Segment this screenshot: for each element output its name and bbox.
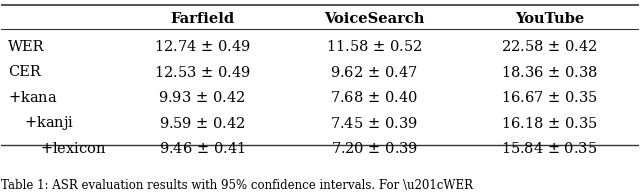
Text: 7.20 $\pm$ 0.39: 7.20 $\pm$ 0.39 [330,141,418,156]
Text: 12.74 $\pm$ 0.49: 12.74 $\pm$ 0.49 [154,39,251,54]
Text: 18.36 $\pm$ 0.38: 18.36 $\pm$ 0.38 [501,65,598,80]
Text: 16.67 $\pm$ 0.35: 16.67 $\pm$ 0.35 [501,90,598,105]
Text: 9.93 $\pm$ 0.42: 9.93 $\pm$ 0.42 [159,90,246,105]
Text: $+$lexicon: $+$lexicon [40,141,106,156]
Text: $+$kana: $+$kana [8,90,58,105]
Text: Farfield: Farfield [170,12,234,26]
Text: 7.45 $\pm$ 0.39: 7.45 $\pm$ 0.39 [330,116,418,131]
Text: VoiceSearch: VoiceSearch [324,12,424,26]
Text: 16.18 $\pm$ 0.35: 16.18 $\pm$ 0.35 [501,116,598,131]
Text: 11.58 $\pm$ 0.52: 11.58 $\pm$ 0.52 [326,39,422,54]
Text: WER: WER [8,40,44,53]
Text: 12.53 $\pm$ 0.49: 12.53 $\pm$ 0.49 [154,65,251,80]
Text: 9.59 $\pm$ 0.42: 9.59 $\pm$ 0.42 [159,116,246,131]
Text: $+$kanji: $+$kanji [24,114,74,132]
Text: 15.84 $\pm$ 0.35: 15.84 $\pm$ 0.35 [501,141,598,156]
Text: 7.68 $\pm$ 0.40: 7.68 $\pm$ 0.40 [330,90,418,105]
Text: CER: CER [8,65,40,79]
Text: 9.46 $\pm$ 0.41: 9.46 $\pm$ 0.41 [159,141,245,156]
Text: YouTube: YouTube [515,12,584,26]
Text: 22.58 $\pm$ 0.42: 22.58 $\pm$ 0.42 [501,39,598,54]
Text: Table 1: ASR evaluation results with 95% confidence intervals. For \u201cWER: Table 1: ASR evaluation results with 95%… [1,179,474,192]
Text: 9.62 $\pm$ 0.47: 9.62 $\pm$ 0.47 [330,65,418,80]
